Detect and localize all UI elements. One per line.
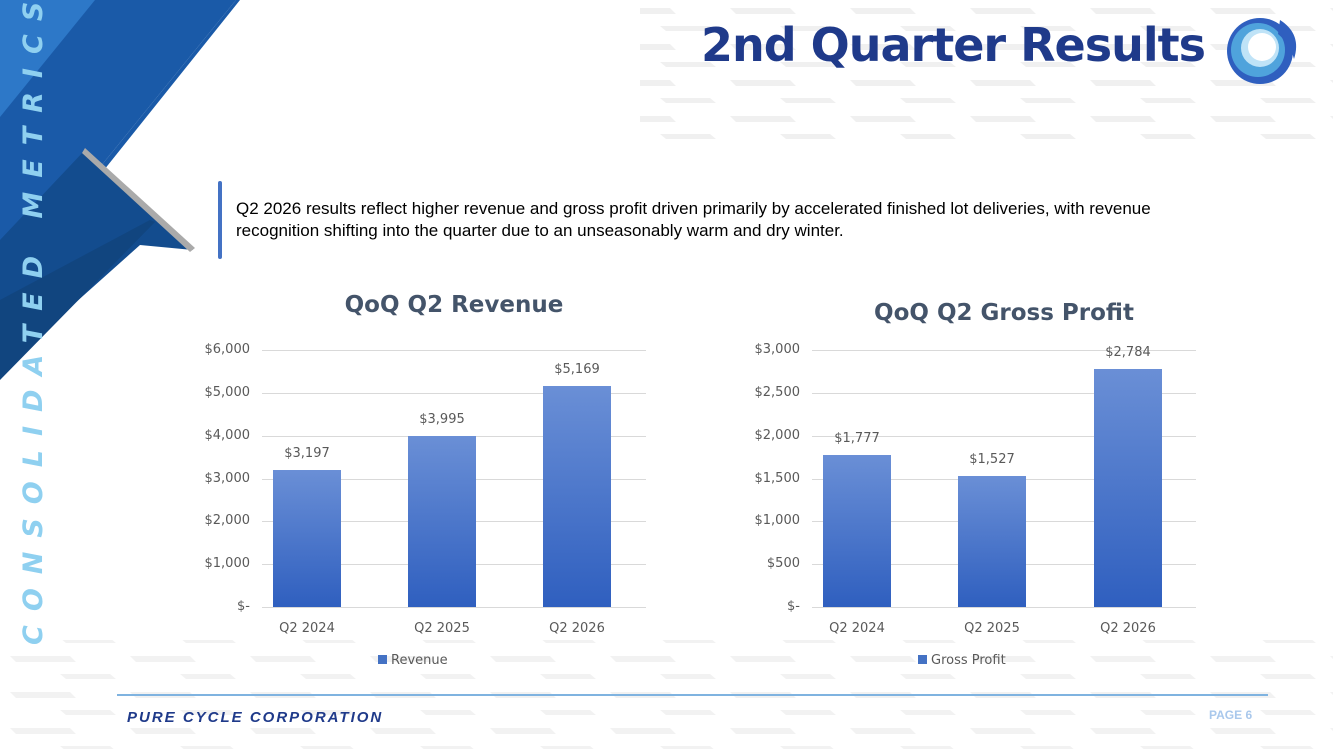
page-number: PAGE 6 [1209,708,1253,722]
y-tick-label: $2,500 [754,384,801,400]
gridline [262,607,646,608]
data-label: $3,995 [419,411,465,427]
intro-text: Q2 2026 results reflect higher revenue a… [236,199,1151,240]
y-tick-label: $2,000 [204,513,251,529]
y-tick-label: $- [787,599,800,614]
x-tick-label: Q2 2025 [964,621,1020,636]
legend-label: Revenue [391,653,448,668]
chart-title: QoQ Q2 Revenue [344,292,564,318]
wave-logo-icon [1227,18,1297,84]
gridline [812,607,1196,608]
bar [543,385,611,607]
gridline [812,435,1196,437]
side-section-label: CONSOLIDATED METRICS [18,0,49,645]
gridline [262,392,646,394]
chart-title: QoQ Q2 Gross Profit [874,300,1134,326]
bar [408,435,476,607]
company-name: PURE CYCLE CORPORATION [127,709,384,726]
legend-swatch [378,655,387,664]
data-label: $1,777 [834,430,880,446]
legend-swatch [918,655,927,664]
gridline [262,350,646,351]
bar [958,476,1026,607]
x-tick-label: Q2 2024 [829,621,885,636]
y-tick-label: $500 [766,556,800,572]
x-tick-label: Q2 2026 [1100,621,1156,636]
x-tick-label: Q2 2026 [549,621,605,636]
y-tick-label: $3,000 [754,342,801,357]
chart-legend: Revenue [378,653,448,668]
data-label: $1,527 [969,452,1015,468]
data-label: $2,784 [1105,344,1151,360]
data-label: $5,169 [554,361,600,377]
legend-label: Gross Profit [931,653,1006,668]
gridline [812,392,1196,394]
bar [273,470,341,607]
y-tick-label: $1,500 [754,470,801,486]
gridline [812,350,1196,351]
y-tick-label: $1,000 [754,513,801,529]
y-tick-label: $2,000 [754,427,801,443]
page-title: 2nd Quarter Results [700,18,1206,72]
y-tick-label: $- [237,599,250,614]
x-tick-label: Q2 2025 [414,621,470,636]
footer-divider [117,694,1268,696]
y-tick-label: $3,000 [204,470,251,486]
chart-legend: Gross Profit [918,653,1006,668]
bar [823,454,891,607]
bar [1094,368,1162,607]
y-tick-label: $4,000 [204,427,251,443]
x-tick-label: Q2 2024 [279,621,335,636]
y-tick-label: $6,000 [204,342,251,357]
y-tick-label: $5,000 [204,384,251,400]
data-label: $3,197 [284,446,330,462]
y-tick-label: $1,000 [204,556,251,572]
intro-accent-bar [218,181,222,259]
